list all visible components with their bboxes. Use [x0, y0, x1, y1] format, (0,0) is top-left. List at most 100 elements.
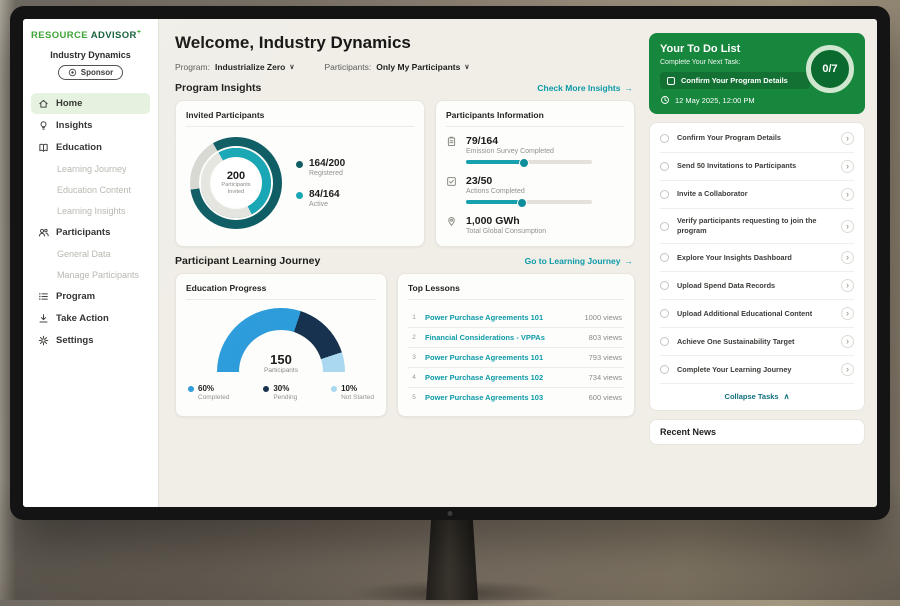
- task-label: Confirm Your Program Details: [677, 133, 781, 143]
- sidebar-item-label: Program: [56, 291, 96, 303]
- lesson-row: 3 Power Purchase Agreements 101 793 view…: [408, 348, 624, 368]
- logo-plus: +: [136, 29, 142, 36]
- task-checkbox[interactable]: [660, 134, 669, 143]
- legend-label: Active: [309, 201, 329, 208]
- legend-dot: [296, 161, 303, 168]
- sidebar-item-label: Home: [56, 98, 83, 110]
- sidebar-item-settings[interactable]: Settings: [31, 330, 150, 351]
- card-title: Education Progress: [186, 283, 376, 300]
- org-name: Industry Dynamics: [50, 50, 131, 61]
- todo-subtitle: Complete Your Next Task:: [660, 59, 741, 66]
- participants-filter-dropdown[interactable]: Participants: Only My Participants ∨: [324, 62, 469, 72]
- todo-progress-value: 0/7: [822, 63, 838, 75]
- lesson-link[interactable]: Power Purchase Agreements 101: [425, 353, 544, 362]
- arrow-right-icon: →: [624, 256, 634, 266]
- task-checkbox[interactable]: [660, 221, 669, 231]
- legend-dot: [331, 385, 338, 392]
- task-row[interactable]: Explore Your Insights Dashboard ›: [660, 244, 854, 273]
- task-row[interactable]: Complete Your Learning Journey ›: [660, 356, 854, 385]
- chevron-right-icon[interactable]: ›: [841, 307, 854, 321]
- sidebar-item-label: Settings: [56, 335, 94, 347]
- next-task-row[interactable]: Confirm Your Program Details: [660, 72, 810, 89]
- card-title: Invited Participants: [186, 110, 414, 127]
- sidebar-item-label: Learning Journey: [57, 164, 127, 175]
- chevron-right-icon[interactable]: ›: [841, 132, 854, 145]
- chevron-right-icon[interactable]: ›: [841, 219, 854, 233]
- task-checkbox[interactable]: [660, 190, 669, 199]
- clock-icon: [661, 96, 669, 104]
- lesson-link[interactable]: Power Purchase Agreements 103: [425, 393, 544, 402]
- gear-icon: [38, 335, 49, 346]
- task-checkbox[interactable]: [660, 309, 669, 319]
- sidebar-item-general-data[interactable]: General Data: [31, 244, 150, 264]
- legend-value: 60%: [198, 384, 215, 393]
- next-task-checkbox[interactable]: [667, 76, 675, 85]
- link-label: Go to Learning Journey: [524, 256, 621, 266]
- collapse-tasks-label: Collapse Tasks: [724, 392, 779, 402]
- chevron-right-icon[interactable]: ›: [841, 188, 854, 201]
- next-task-due: 12 May 2025, 12:00 PM: [660, 95, 854, 105]
- learning-journey-title: Participant Learning Journey: [175, 255, 321, 267]
- sidebar-item-take-action[interactable]: Take Action: [31, 308, 150, 329]
- sidebar-item-insights[interactable]: Insights: [31, 115, 150, 136]
- task-row[interactable]: Upload Spend Data Records ›: [660, 272, 854, 301]
- task-checkbox[interactable]: [660, 337, 669, 347]
- task-label: Upload Spend Data Records: [677, 280, 776, 290]
- sidebar-item-manage-participants[interactable]: Manage Participants: [31, 265, 150, 285]
- go-to-learning-journey-link[interactable]: Go to Learning Journey →: [525, 256, 633, 266]
- sidebar-item-label: Learning Insights: [57, 206, 126, 217]
- sponsor-badge[interactable]: Sponsor: [57, 65, 124, 81]
- task-checkbox[interactable]: [660, 281, 669, 291]
- program-filter-dropdown[interactable]: Program: Industrialize Zero ∨: [175, 62, 294, 72]
- task-row[interactable]: Achieve One Sustainability Target ›: [660, 328, 854, 357]
- chevron-right-icon[interactable]: ›: [841, 363, 854, 377]
- sidebar-item-education-content[interactable]: Education Content: [31, 180, 150, 200]
- sidebar-item-label: Manage Participants: [57, 270, 140, 281]
- legend-item-pending: 30% Pending: [263, 384, 297, 401]
- task-label: Invite a Collaborator: [677, 189, 748, 199]
- task-row[interactable]: Verify participants requesting to join t…: [660, 209, 854, 245]
- progress-bar: [466, 158, 592, 168]
- task-row[interactable]: Send 50 Invitations to Participants ›: [660, 153, 854, 181]
- lesson-rank: 3: [412, 354, 416, 361]
- sidebar-item-program[interactable]: Program: [31, 286, 150, 307]
- sidebar-item-participants[interactable]: Participants: [31, 222, 150, 243]
- chevron-right-icon[interactable]: ›: [841, 251, 854, 265]
- invited-participants-card: Invited Participants 200 Participants In…: [175, 100, 425, 247]
- chevron-right-icon[interactable]: ›: [841, 279, 854, 293]
- sidebar-item-education[interactable]: Education: [31, 137, 150, 158]
- invited-donut-wrap: 200 Participants Invited 164/200 Registe…: [186, 135, 414, 233]
- learning-journey-cards: Education Progress 150 Participants 60% …: [175, 273, 635, 417]
- program-filter-label: Program:: [175, 62, 210, 72]
- lesson-link[interactable]: Financial Considerations - VPPAs: [425, 333, 545, 342]
- lesson-link[interactable]: Power Purchase Agreements 102: [425, 373, 544, 382]
- sidebar-item-learning-journey[interactable]: Learning Journey: [31, 159, 150, 179]
- chevron-right-icon[interactable]: ›: [841, 335, 854, 349]
- education-progress-card: Education Progress 150 Participants 60% …: [175, 273, 387, 417]
- task-row[interactable]: Invite a Collaborator ›: [660, 181, 854, 209]
- lesson-rank: 1: [412, 314, 416, 321]
- right-panel: Your To Do List Complete Your Next Task:…: [647, 19, 877, 507]
- recent-news-card: Recent News: [649, 419, 865, 446]
- chevron-right-icon[interactable]: ›: [841, 160, 854, 173]
- sidebar-item-learning-insights[interactable]: Learning Insights: [31, 201, 150, 221]
- task-label: Achieve One Sustainability Target: [677, 336, 795, 346]
- sidebar-item-label: Insights: [56, 120, 93, 132]
- lightbulb-icon: [40, 121, 47, 130]
- recent-news-title: Recent News: [660, 427, 717, 438]
- arrow-right-icon: →: [624, 83, 634, 93]
- task-row[interactable]: Confirm Your Program Details ›: [660, 125, 854, 153]
- lesson-views: 803 views: [588, 333, 622, 342]
- lesson-link[interactable]: Power Purchase Agreements 101: [425, 313, 544, 322]
- task-checkbox[interactable]: [660, 365, 669, 375]
- task-row[interactable]: Upload Additional Educational Content ›: [660, 300, 854, 329]
- sidebar-item-label: Take Action: [56, 313, 109, 325]
- sponsor-badge-label: Sponsor: [80, 68, 114, 78]
- card-title: Participants Information: [446, 110, 624, 127]
- task-checkbox[interactable]: [660, 253, 669, 263]
- sidebar-item-home[interactable]: Home: [31, 93, 150, 115]
- collapse-tasks-button[interactable]: Collapse Tasks ∧: [660, 384, 854, 406]
- task-checkbox[interactable]: [660, 162, 669, 171]
- stat-label: Emission Survey Completed: [466, 148, 554, 155]
- check-more-insights-link[interactable]: Check More Insights →: [537, 83, 633, 93]
